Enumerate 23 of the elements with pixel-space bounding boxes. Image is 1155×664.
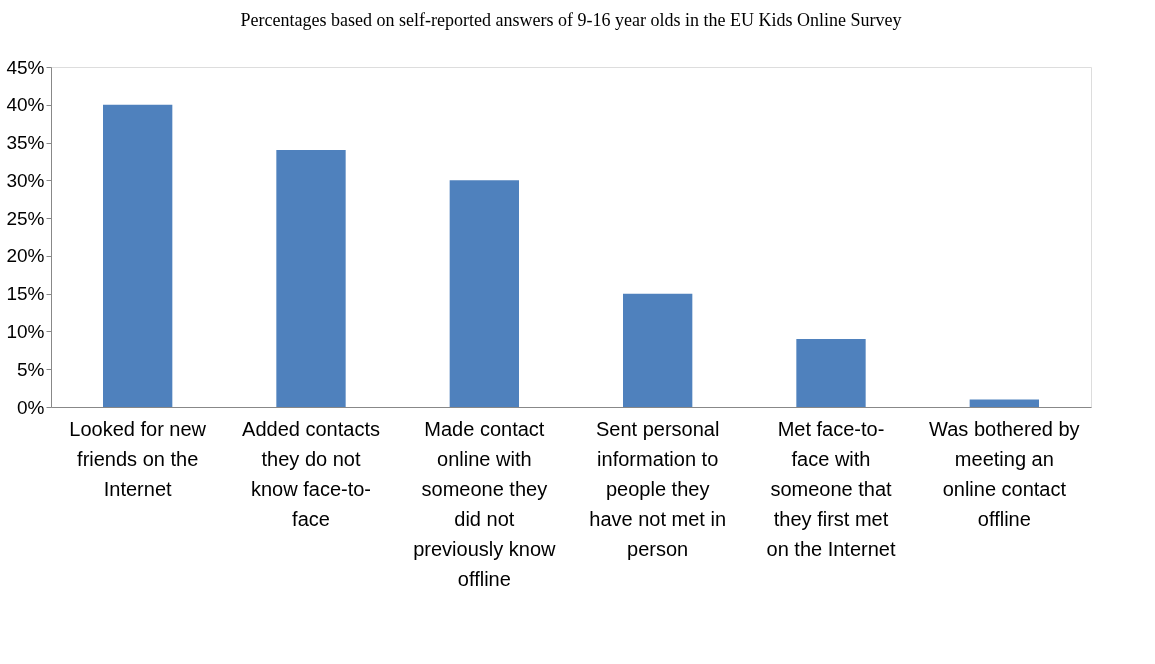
bar [796, 339, 866, 407]
bar [623, 293, 693, 407]
y-tick-label: 45% [6, 56, 45, 78]
y-tick-label: 25% [6, 207, 45, 229]
x-tick-label: Sent personal information to people they have not met in person [589, 417, 727, 560]
y-tick-label: 10% [6, 320, 45, 342]
x-tick-label: Met face-to-face with someone that they first met on the Internet [766, 417, 896, 560]
y-tick-label: 5% [17, 358, 45, 380]
bar [449, 180, 519, 407]
bar [969, 399, 1039, 407]
x-tick-label: Made contact online with someone they did not previously know offline [413, 417, 557, 590]
y-tick-label: 30% [6, 169, 45, 191]
y-tick-label: 0% [17, 396, 45, 418]
y-tick-label: 35% [6, 132, 45, 154]
bar [103, 104, 173, 407]
y-tick-label: 15% [6, 283, 45, 305]
chart-title: Percentages based on self-reported answers of 9-16 year olds in the EU Kids Online Survey [240, 10, 902, 30]
bar [276, 150, 346, 407]
x-tick-label: Looked for new friends on the Internet [69, 417, 207, 500]
y-tick-label: 40% [6, 94, 45, 116]
x-tick-label: Was bothered by meeting an online contact offline [929, 417, 1080, 530]
x-tick-label: Added contacts they do not know face-to-face [242, 417, 380, 530]
y-tick-label: 20% [6, 245, 45, 267]
